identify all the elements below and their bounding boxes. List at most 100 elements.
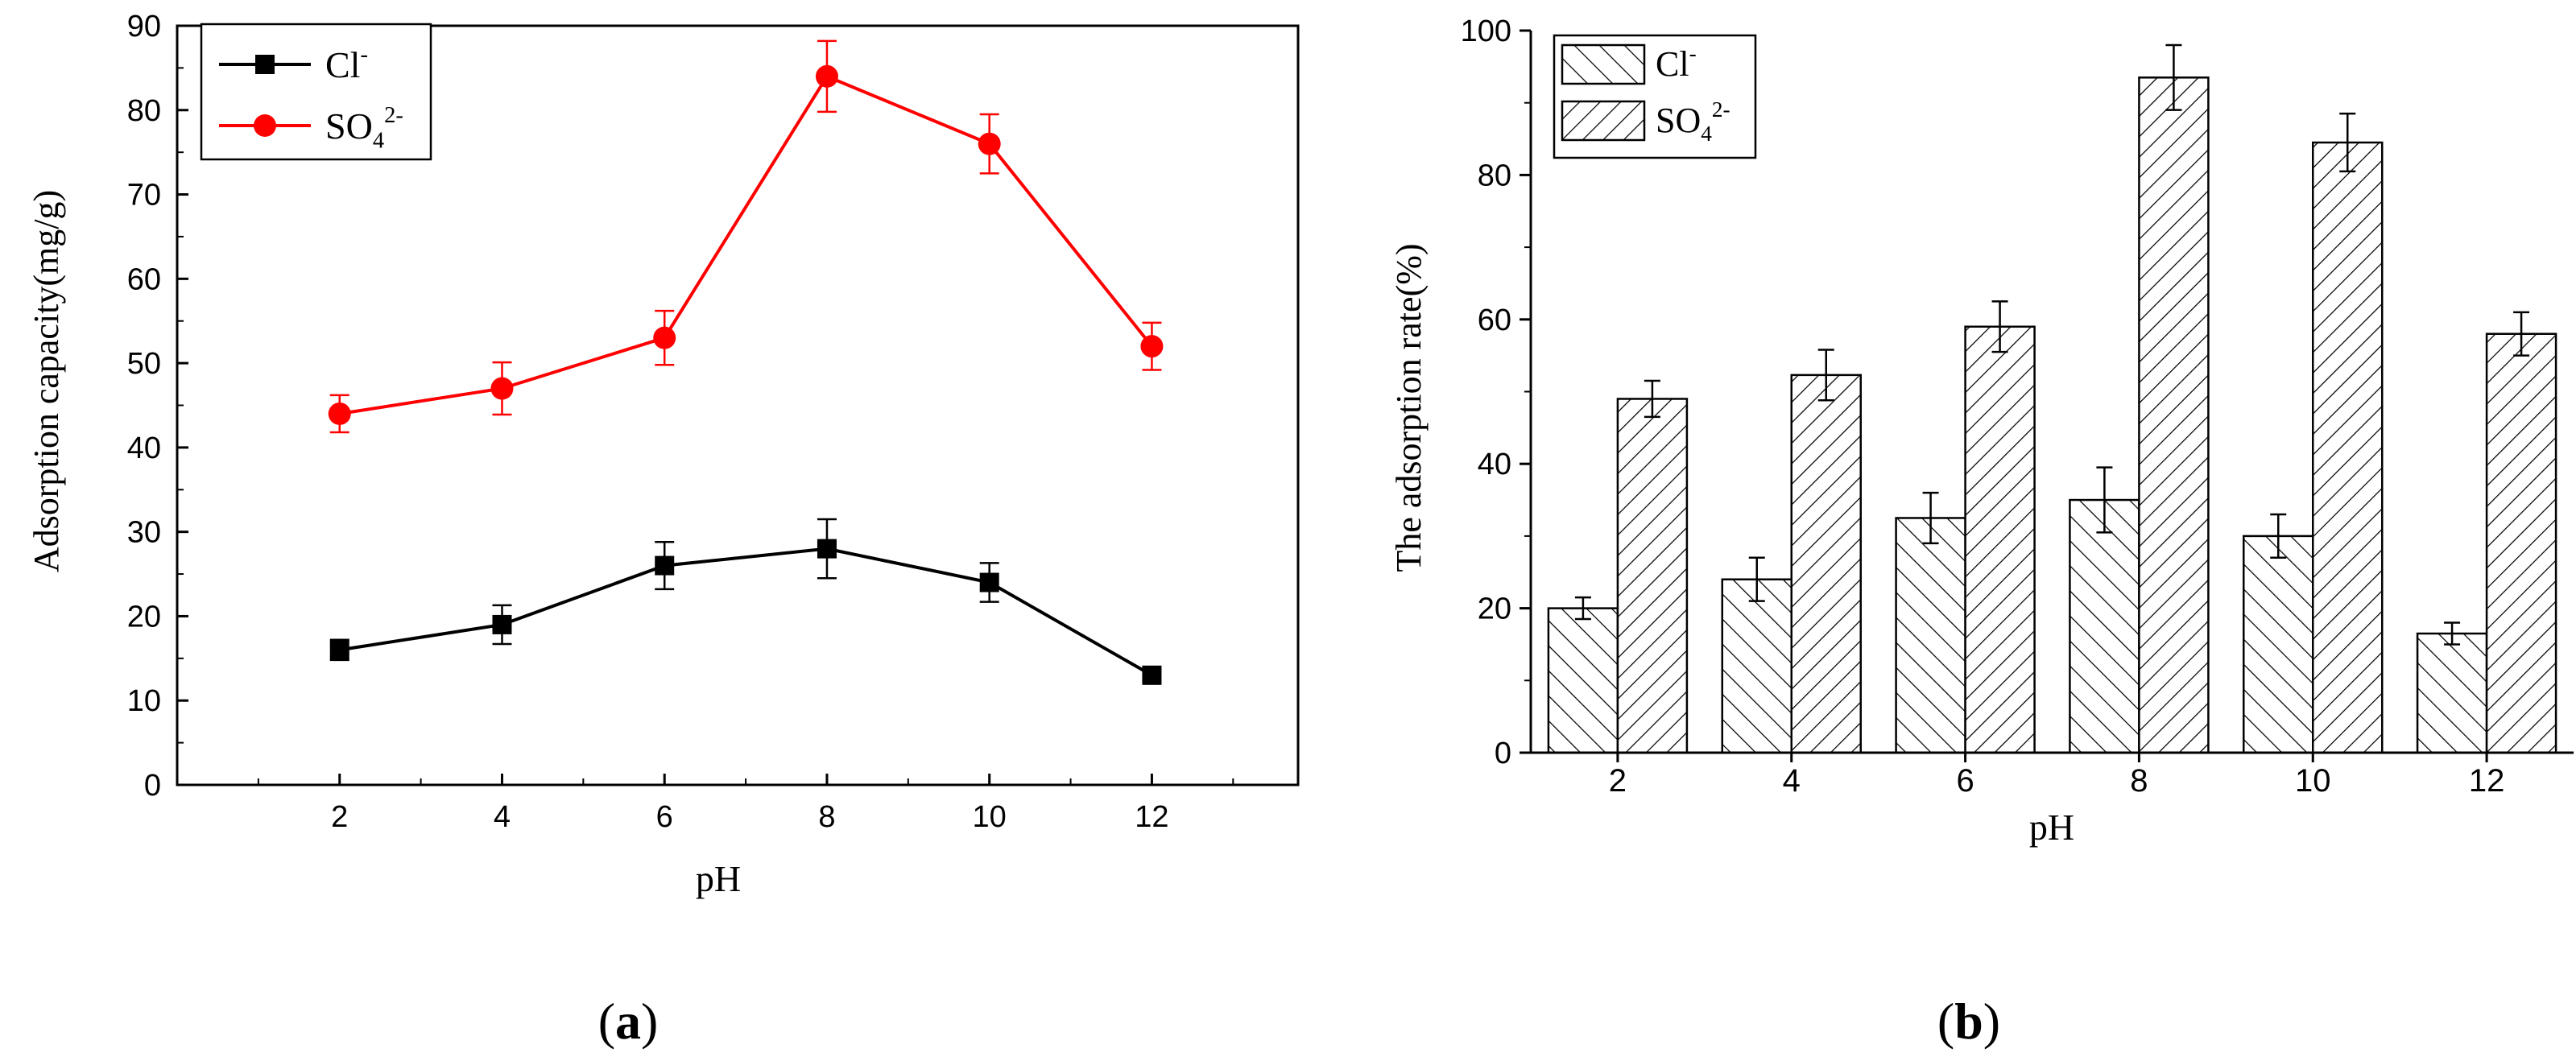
- legend-label-subscript: 4: [373, 129, 384, 154]
- panel-label-paren-open: (: [598, 993, 615, 1050]
- legend-label-base: SO: [325, 105, 373, 147]
- y-tick-label: 80: [127, 94, 161, 128]
- legend-label-so4: SO42-: [325, 103, 403, 153]
- legend-swatch: [1561, 100, 1646, 142]
- bar-so4: [2138, 76, 2210, 754]
- legend-label-superscript: 2-: [1712, 97, 1730, 122]
- legend-marker: [254, 114, 276, 137]
- bar-cl: [1895, 517, 1966, 754]
- bar-so4: [1616, 398, 1689, 754]
- error-bar: [2339, 112, 2356, 173]
- y-axis-label: Adsorption capacity(mg/g): [27, 190, 66, 572]
- error-bar: [2513, 311, 2530, 357]
- error-bar: [1991, 300, 2008, 353]
- y-tick-label: 20: [1478, 592, 1511, 626]
- series-cl: [329, 518, 1162, 685]
- series-line: [339, 547, 1153, 677]
- legend-label-base: Cl: [1656, 44, 1689, 84]
- legend-label-subscript: 4: [1701, 122, 1712, 146]
- error-bar: [1748, 556, 1765, 602]
- error-bar: [2444, 621, 2461, 646]
- bar-cl: [2243, 535, 2314, 754]
- data-point: [817, 539, 837, 559]
- bar-so4: [1790, 374, 1862, 754]
- legend-label-cl: Cl-: [325, 43, 368, 85]
- panel-label-a: (a): [598, 993, 659, 1050]
- bar-cl: [2069, 498, 2140, 754]
- y-tick-label: 90: [127, 10, 161, 43]
- legend-box: [200, 23, 432, 161]
- y-tick-label: 40: [1478, 448, 1511, 481]
- error-bar: [1817, 349, 1834, 402]
- bar-cl: [2416, 632, 2488, 754]
- data-point: [328, 402, 351, 425]
- y-tick-label: 0: [1495, 737, 1511, 770]
- y-tick-label: 40: [127, 431, 161, 465]
- y-tick-label: 60: [1478, 303, 1511, 337]
- panel-label-paren-close: ): [641, 993, 658, 1050]
- x-axis-label: pH: [2029, 807, 2074, 848]
- chart-panel-a: 0 10 20 30 40 50 60 70 80 90 2 4 6 8 10 12 pH Adsorption …: [27, 10, 1300, 1050]
- data-point: [655, 555, 675, 576]
- panel-label-b: (b): [1937, 993, 2000, 1050]
- error-bar: [1922, 491, 1939, 545]
- panel-label-paren-open: (: [1937, 993, 1954, 1050]
- x-tick-label: 6: [656, 800, 673, 834]
- data-point: [979, 572, 999, 592]
- legend: Cl- SO42-: [200, 23, 432, 161]
- x-tick-label: 8: [818, 800, 835, 834]
- error-bar: [1574, 596, 1591, 621]
- y-tick-label: 80: [1478, 159, 1511, 192]
- panel-label-letter: b: [1954, 993, 1983, 1050]
- data-point: [815, 64, 838, 88]
- bar-cl: [1547, 607, 1619, 754]
- data-point: [1142, 665, 1162, 685]
- legend-label-base: SO: [1656, 101, 1701, 140]
- data-point: [490, 377, 514, 400]
- series-line: [339, 74, 1153, 415]
- y-tick-label: 70: [127, 179, 161, 213]
- x-tick-label: 4: [1783, 763, 1801, 799]
- y-tick-label: 30: [127, 516, 161, 550]
- legend-label-superscript: -: [360, 43, 368, 68]
- x-tick-label: 2: [1609, 763, 1627, 799]
- bar-so4: [1964, 325, 2036, 754]
- y-tick-label: 10: [127, 684, 161, 718]
- data-point: [653, 326, 676, 349]
- x-tick-label: 12: [2469, 763, 2505, 799]
- data-point: [492, 614, 512, 634]
- legend-swatch: [1561, 43, 1646, 85]
- x-tick-label: 10: [2295, 763, 2331, 799]
- x-tick-label: 12: [1135, 800, 1168, 834]
- legend-label-cl: Cl-: [1656, 42, 1697, 84]
- chart-panel-b: 0 20 40 60 80 100 2 4 6 8 10 12 pH The adsorption rat…: [1389, 14, 2574, 1050]
- error-bar: [2165, 43, 2182, 111]
- bar-cl: [1721, 578, 1792, 754]
- error-bar: [2096, 466, 2113, 534]
- legend: Cl- SO42-: [1553, 34, 1757, 159]
- x-tick-label: 2: [331, 800, 348, 834]
- legend-marker: [255, 55, 275, 74]
- data-point: [1140, 335, 1164, 358]
- y-axis-label: The adsorption rate(%): [1389, 243, 1429, 572]
- x-axis-label: pH: [696, 858, 741, 899]
- bar-so4: [2485, 332, 2557, 754]
- data-point: [978, 132, 1001, 155]
- x-tick-label: 4: [494, 800, 511, 834]
- data-point: [329, 640, 349, 660]
- x-tick-label: 6: [1956, 763, 1974, 799]
- bar-so4: [2312, 141, 2384, 754]
- y-tick-label: 100: [1461, 14, 1511, 48]
- error-bar: [2270, 513, 2287, 559]
- error-bar: [1644, 379, 1660, 419]
- series-so4: [328, 39, 1164, 434]
- x-tick-label: 8: [2130, 763, 2148, 799]
- x-tick-label: 10: [973, 800, 1007, 834]
- y-tick-label: 50: [127, 347, 161, 381]
- y-tick-label: 0: [144, 769, 161, 803]
- legend-label-base: Cl: [325, 44, 360, 85]
- panel-label-letter: a: [615, 993, 641, 1050]
- panel-label-paren-close: ): [1983, 993, 2000, 1050]
- legend-label-so4: SO42-: [1656, 97, 1730, 146]
